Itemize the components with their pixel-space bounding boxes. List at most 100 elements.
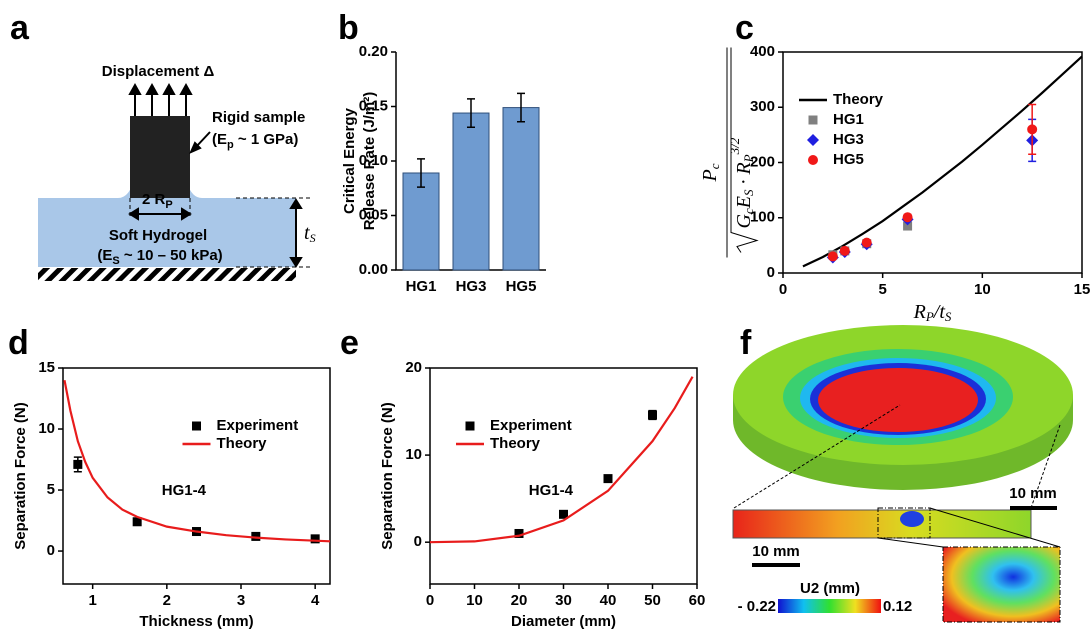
y-tick-label: 400 [750, 43, 775, 60]
text-part: P [165, 199, 172, 211]
ylabel-numerator: Pc [699, 163, 722, 182]
y-tick-label: 0.20 [359, 43, 388, 60]
marker [808, 155, 818, 165]
x-tick-label: HG3 [456, 278, 487, 295]
marker [132, 517, 142, 527]
bar [502, 107, 540, 271]
x-tick-label: 1 [88, 592, 96, 609]
legend-label: HG3 [833, 131, 864, 148]
ylabel-denominator: GcES · RP3/2 [727, 137, 756, 228]
text-part: S [945, 309, 952, 324]
marker [559, 509, 568, 519]
marker [903, 221, 913, 231]
marker [648, 410, 657, 420]
x-tick-label: 3 [237, 592, 245, 609]
y-tick-label: 5 [47, 481, 55, 498]
text-part: P [741, 154, 756, 163]
marker [807, 134, 819, 146]
y-tick-label: 15 [38, 359, 55, 376]
legend-label: HG5 [833, 151, 864, 168]
marker [827, 251, 838, 262]
marker [808, 115, 818, 125]
panel-label: f [740, 324, 752, 362]
x-tick-label: 10 [466, 592, 483, 609]
bar [402, 172, 440, 271]
panel-label: d [8, 324, 29, 362]
text-part: /t [933, 301, 946, 323]
x-tick-label: 15 [1074, 281, 1090, 298]
legend-label: Experiment [217, 417, 299, 434]
x-axis-label: Diameter (mm) [511, 613, 616, 630]
legend-label: HG1 [833, 111, 864, 128]
legend-label: Experiment [490, 417, 572, 434]
marker [603, 474, 613, 484]
x-tick-label: 40 [600, 592, 617, 609]
label: 2 RP [142, 191, 173, 211]
legend-label: Theory [490, 435, 541, 452]
colorbar-min: - 0.22 [738, 598, 776, 615]
text-part: S [741, 189, 756, 196]
text-part: (E [212, 131, 227, 148]
axis-frame [62, 367, 331, 585]
annotation: HG1-4 [162, 482, 207, 499]
bar [452, 112, 490, 271]
panel-label: c [735, 9, 754, 47]
label: Displacement Δ [102, 63, 215, 80]
text-part: ~ 10 – 50 kPa) [120, 247, 223, 264]
text-part: R [913, 301, 926, 323]
x-tick-label: 5 [878, 281, 886, 298]
label: tS [304, 222, 316, 245]
marker [251, 531, 261, 541]
x-tick-label: 50 [644, 592, 661, 609]
y-tick-label: 0.15 [359, 97, 388, 114]
marker [1027, 124, 1038, 135]
label: (ES ~ 10 – 50 kPa) [97, 247, 222, 267]
x-tick-label: 20 [511, 592, 528, 609]
x-tick-label: 0 [779, 281, 787, 298]
marker [839, 245, 850, 256]
y-tick-label: 20 [405, 359, 422, 376]
text-part: ~ 1 GPa) [234, 131, 299, 148]
scale-label: 10 mm [752, 543, 800, 560]
y-axis-label: Critical Energy [341, 107, 358, 214]
marker [310, 534, 320, 544]
line [429, 376, 694, 544]
y-tick-label: 300 [750, 98, 775, 115]
x-tick-label: 0 [426, 592, 434, 609]
y-axis-label: Release Rate (J/m²) [361, 92, 378, 230]
legend-label: Theory [833, 91, 884, 108]
error-bar [467, 98, 475, 128]
y-tick-label: 0 [47, 542, 55, 559]
label: Soft Hydrogel [109, 227, 207, 244]
x-axis-label: RP/tS [913, 301, 952, 324]
hydrogel [38, 183, 296, 267]
y-tick-label: 0 [767, 264, 775, 281]
y-axis-label: Separation Force (N) [12, 402, 29, 550]
marker [192, 421, 201, 431]
text-part: G [733, 214, 755, 229]
colorbar-title: U2 (mm) [800, 580, 860, 597]
text-part: p [227, 139, 234, 151]
annotation: HG1-4 [529, 482, 574, 499]
y-axis-label: Separation Force (N) [379, 402, 396, 550]
marker [465, 421, 475, 431]
y-tick-label: 100 [750, 209, 775, 226]
text-part: t [304, 222, 310, 244]
diagram-a: Displacement Δ Rigid sample (Ep ~ 1 GPa)… [38, 63, 316, 281]
text-part: P [699, 169, 721, 182]
text-part: · R [733, 162, 755, 189]
panel-label: e [340, 324, 359, 362]
y-tick-label: 10 [38, 420, 55, 437]
x-tick-label: 4 [311, 592, 320, 609]
text-part: 2 R [142, 191, 166, 208]
y-tick-label: 0 [414, 533, 422, 550]
marker [73, 459, 83, 469]
axis-frame [429, 367, 698, 585]
axis-frame [782, 51, 1083, 274]
y-tick-label: 0.00 [359, 261, 388, 278]
y-tick-label: 0.05 [359, 206, 388, 223]
text-part: 3/2 [727, 137, 742, 155]
y-tick-label: 10 [405, 446, 422, 463]
text-part: c [741, 208, 756, 214]
x-tick-label: 30 [555, 592, 572, 609]
